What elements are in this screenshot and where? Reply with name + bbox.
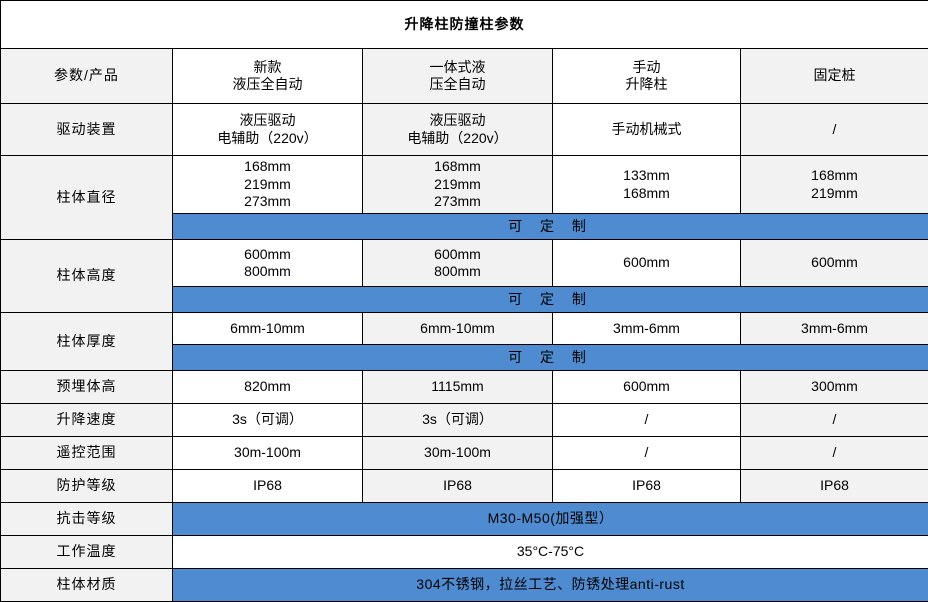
cell-remote-2: 30m-100m [363, 437, 553, 470]
cell-height-4: 600mm [741, 240, 928, 287]
cell-remote-4: / [741, 437, 928, 470]
header-product-2-line1: 一体式液 [365, 59, 550, 77]
cell-text: 电辅助（220v） [175, 130, 360, 148]
cell-text: 219mm [743, 185, 926, 203]
cell-diameter-3: 133mm 168mm [553, 156, 741, 214]
cell-remote-3: / [553, 437, 741, 470]
cell-text: 133mm [555, 167, 738, 185]
customizable-band-diameter: 可 定 制 [173, 214, 928, 240]
row-label-impact: 抗击等级 [1, 503, 173, 536]
cell-text: 液压驱动 [175, 112, 360, 130]
cell-material-value: 304不锈钢，拉丝工艺、防锈处理anti-rust [173, 569, 928, 602]
cell-speed-1: 3s（可调） [173, 404, 363, 437]
row-label-embed: 预埋体高 [1, 371, 173, 404]
cell-text: 电辅助（220v） [365, 130, 550, 148]
table-row-remote: 遥控范围 30m-100m 30m-100m / / [1, 437, 928, 470]
cell-text: 219mm [175, 176, 360, 194]
cell-drive-2: 液压驱动 电辅助（220v） [363, 104, 553, 156]
table-row-temperature: 工作温度 35°C-75°C [1, 536, 928, 569]
cell-diameter-4: 168mm 219mm [741, 156, 928, 214]
table-row-impact: 抗击等级 M30-M50(加强型） [1, 503, 928, 536]
cell-text: 273mm [175, 193, 360, 211]
cell-speed-4: / [741, 404, 928, 437]
table-row-speed: 升降速度 3s（可调） 3s（可调） / / [1, 404, 928, 437]
cell-height-3: 600mm [553, 240, 741, 287]
cell-text: 液压驱动 [365, 112, 550, 130]
header-label-cell: 参数/产品 [1, 49, 173, 104]
cell-text: 800mm [175, 263, 360, 281]
cell-embed-3: 600mm [553, 371, 741, 404]
header-product-3-line1: 手动 [555, 59, 738, 77]
cell-text: 168mm [175, 158, 360, 176]
table-row-drive: 驱动装置 液压驱动 电辅助（220v） 液压驱动 电辅助（220v） 手动机械式 [1, 104, 928, 156]
page-title: 升降柱防撞柱参数 [1, 1, 928, 49]
row-label-height: 柱体高度 [1, 240, 173, 313]
cell-text: / [743, 121, 926, 139]
cell-text: 168mm [555, 185, 738, 203]
row-label-speed: 升降速度 [1, 404, 173, 437]
cell-text: 168mm [743, 167, 926, 185]
cell-protection-4: IP68 [741, 470, 928, 503]
cell-text: 168mm [365, 158, 550, 176]
row-label-protection: 防护等级 [1, 470, 173, 503]
table-header-row: 参数/产品 新款 液压全自动 一体式液 压全自动 手动 [1, 49, 928, 104]
title-row: 升降柱防撞柱参数 [1, 1, 928, 49]
cell-drive-1: 液压驱动 电辅助（220v） [173, 104, 363, 156]
header-product-1-line1: 新款 [175, 59, 360, 77]
header-product-2: 一体式液 压全自动 [363, 49, 553, 104]
cell-remote-1: 30m-100m [173, 437, 363, 470]
cell-text: 273mm [365, 193, 550, 211]
cell-speed-3: / [553, 404, 741, 437]
header-product-1-line2: 液压全自动 [175, 76, 360, 94]
row-label-material: 柱体材质 [1, 569, 173, 602]
table-row-thickness: 柱体厚度 6mm-10mm 6mm-10mm 3mm-6mm 3mm-6mm [1, 313, 928, 345]
cell-embed-1: 820mm [173, 371, 363, 404]
cell-embed-4: 300mm [741, 371, 928, 404]
cell-thickness-4: 3mm-6mm [741, 313, 928, 345]
cell-thickness-1: 6mm-10mm [173, 313, 363, 345]
cell-text: 800mm [365, 263, 550, 281]
cell-drive-3: 手动机械式 [553, 104, 741, 156]
cell-diameter-2: 168mm 219mm 273mm [363, 156, 553, 214]
cell-thickness-3: 3mm-6mm [553, 313, 741, 345]
table-row-height: 柱体高度 600mm 800mm 600mm 800mm 600mm 600mm [1, 240, 928, 287]
row-label-temperature: 工作温度 [1, 536, 173, 569]
header-product-2-line2: 压全自动 [365, 76, 550, 94]
cell-impact-value: M30-M50(加强型） [173, 503, 928, 536]
header-product-3: 手动 升降柱 [553, 49, 741, 104]
table-row-embed: 预埋体高 820mm 1115mm 600mm 300mm [1, 371, 928, 404]
cell-thickness-2: 6mm-10mm [363, 313, 553, 345]
cell-embed-2: 1115mm [363, 371, 553, 404]
table-row-protection: 防护等级 IP68 IP68 IP68 IP68 [1, 470, 928, 503]
row-label-thickness: 柱体厚度 [1, 313, 173, 371]
cell-protection-3: IP68 [553, 470, 741, 503]
table-row-material: 柱体材质 304不锈钢，拉丝工艺、防锈处理anti-rust [1, 569, 928, 602]
header-product-3-line2: 升降柱 [555, 76, 738, 94]
header-product-4: 固定桩 [741, 49, 928, 104]
cell-temperature-value: 35°C-75°C [173, 536, 928, 569]
customizable-band-thickness: 可 定 制 [173, 345, 928, 371]
cell-height-1: 600mm 800mm [173, 240, 363, 287]
customizable-band-height: 可 定 制 [173, 287, 928, 313]
cell-height-2: 600mm 800mm [363, 240, 553, 287]
table-row-diameter: 柱体直径 168mm 219mm 273mm 168mm 219mm 273mm [1, 156, 928, 214]
row-label-drive: 驱动装置 [1, 104, 173, 156]
cell-text: 219mm [365, 176, 550, 194]
row-label-diameter: 柱体直径 [1, 156, 173, 240]
cell-protection-2: IP68 [363, 470, 553, 503]
cell-diameter-1: 168mm 219mm 273mm [173, 156, 363, 214]
header-product-4-line1: 固定桩 [743, 67, 926, 85]
row-label-remote: 遥控范围 [1, 437, 173, 470]
cell-protection-1: IP68 [173, 470, 363, 503]
cell-text: 600mm [365, 246, 550, 264]
cell-speed-2: 3s（可调） [363, 404, 553, 437]
header-product-1: 新款 液压全自动 [173, 49, 363, 104]
cell-text: 600mm [175, 246, 360, 264]
cell-text: 手动机械式 [555, 121, 738, 139]
cell-drive-4: / [741, 104, 928, 156]
